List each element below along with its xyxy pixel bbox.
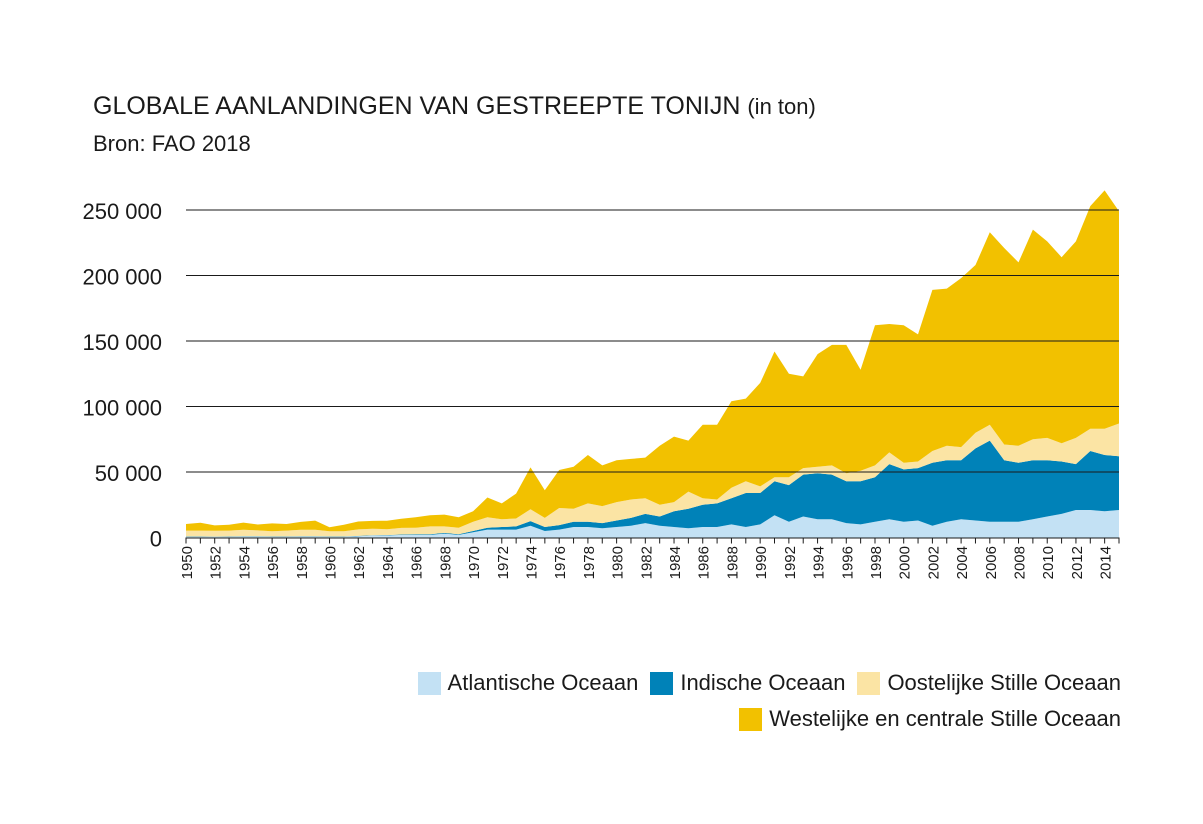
- y-tick-label: 0: [150, 527, 162, 552]
- area-atlantic: [186, 510, 1119, 538]
- x-tick-label: 2004: [954, 546, 971, 579]
- y-tick-label: 50 000: [95, 461, 162, 486]
- chart-legend: Atlantische Oceaan Indische Oceaan Ooste…: [406, 665, 1121, 737]
- x-tick-label: 2010: [1040, 546, 1057, 579]
- x-tick-label: 1964: [380, 546, 397, 579]
- legend-item-eastern-pacific: Oostelijke Stille Oceaan: [857, 670, 1121, 696]
- x-tick-label: 2008: [1012, 546, 1029, 579]
- chart-title: GLOBALE AANLANDINGEN VAN GESTREEPTE TONI…: [93, 92, 816, 121]
- x-tick-label: 1982: [638, 546, 655, 579]
- x-tick-label: 1962: [351, 546, 368, 579]
- legend-label-indian: Indische Oceaan: [680, 670, 846, 695]
- x-tick-label: 1992: [782, 546, 799, 579]
- legend-swatch-atlantic: [417, 671, 441, 695]
- x-tick-label: 1988: [724, 546, 741, 579]
- x-tick-label: 1976: [552, 546, 569, 579]
- y-tick-label: 200 000: [82, 265, 162, 290]
- legend-swatch-indian: [650, 671, 674, 695]
- x-tick-label: 1980: [610, 546, 627, 579]
- x-tick-label: 1952: [208, 546, 225, 579]
- x-tick-label: 1998: [868, 546, 885, 579]
- legend-row-1: Atlantische Oceaan Indische Oceaan Ooste…: [406, 665, 1121, 701]
- chart-gridlines: [186, 209, 1119, 473]
- x-tick-label: 1978: [581, 546, 598, 579]
- x-tick-label: 2006: [983, 546, 1000, 579]
- x-tick-label: 1972: [495, 546, 512, 579]
- x-tick-label: 1954: [236, 546, 253, 579]
- x-tick-label: 1970: [466, 546, 483, 579]
- x-tick-label: 2002: [925, 546, 942, 579]
- x-tick-label: 1956: [265, 546, 282, 579]
- legend-swatch-eastern-pacific: [857, 671, 881, 695]
- x-tick-label: 1996: [839, 546, 856, 579]
- legend-label-atlantic: Atlantische Oceaan: [447, 670, 639, 695]
- x-tick-label: 2012: [1069, 546, 1086, 579]
- y-tick-label: 100 000: [82, 396, 162, 421]
- x-tick-label: 1986: [696, 546, 713, 579]
- y-axis: 0 50 000 100 000 150 000 200 000 250 000: [82, 199, 162, 552]
- x-tick-label: 1984: [667, 546, 684, 579]
- area-western-pacific: [186, 190, 1119, 532]
- chart-areas: [186, 190, 1119, 538]
- legend-item-western-pacific: Westelijke en centrale Stille Oceaan: [739, 706, 1121, 732]
- legend-row-2: Westelijke en centrale Stille Oceaan: [406, 701, 1121, 737]
- area-eastern-pacific: [186, 423, 1119, 537]
- x-tick-label: 1990: [753, 546, 770, 579]
- x-tick-label: 1958: [294, 546, 311, 579]
- x-tick-label: 1950: [179, 546, 196, 579]
- legend-swatch-western-pacific: [739, 707, 763, 731]
- x-tick-label: 1974: [523, 546, 540, 579]
- chart-subtitle: Bron: FAO 2018: [93, 131, 251, 156]
- legend-item-indian: Indische Oceaan: [650, 670, 845, 696]
- legend-label-western-pacific: Westelijke en centrale Stille Oceaan: [769, 706, 1121, 731]
- x-tick-label: 1960: [323, 546, 340, 579]
- x-tick-label: 1968: [437, 546, 454, 579]
- y-tick-label: 250 000: [82, 199, 162, 224]
- x-tick-label: 2000: [897, 546, 914, 579]
- x-tick-label: 1966: [409, 546, 426, 579]
- x-axis: 1950 1952 1954 1956 1958 1960 1962 1964 1966 1968…: [179, 537, 1120, 579]
- area-indian: [186, 440, 1119, 537]
- legend-label-eastern-pacific: Oostelijke Stille Oceaan: [887, 670, 1121, 695]
- y-tick-label: 150 000: [82, 330, 162, 355]
- legend-item-atlantic: Atlantische Oceaan: [417, 670, 639, 696]
- chart-title-text: GLOBALE AANLANDINGEN VAN GESTREEPTE TONI…: [93, 92, 741, 120]
- x-tick-label: 1994: [811, 546, 828, 579]
- chart-title-unit: (in ton): [747, 94, 816, 119]
- x-tick-label: 2014: [1098, 546, 1115, 579]
